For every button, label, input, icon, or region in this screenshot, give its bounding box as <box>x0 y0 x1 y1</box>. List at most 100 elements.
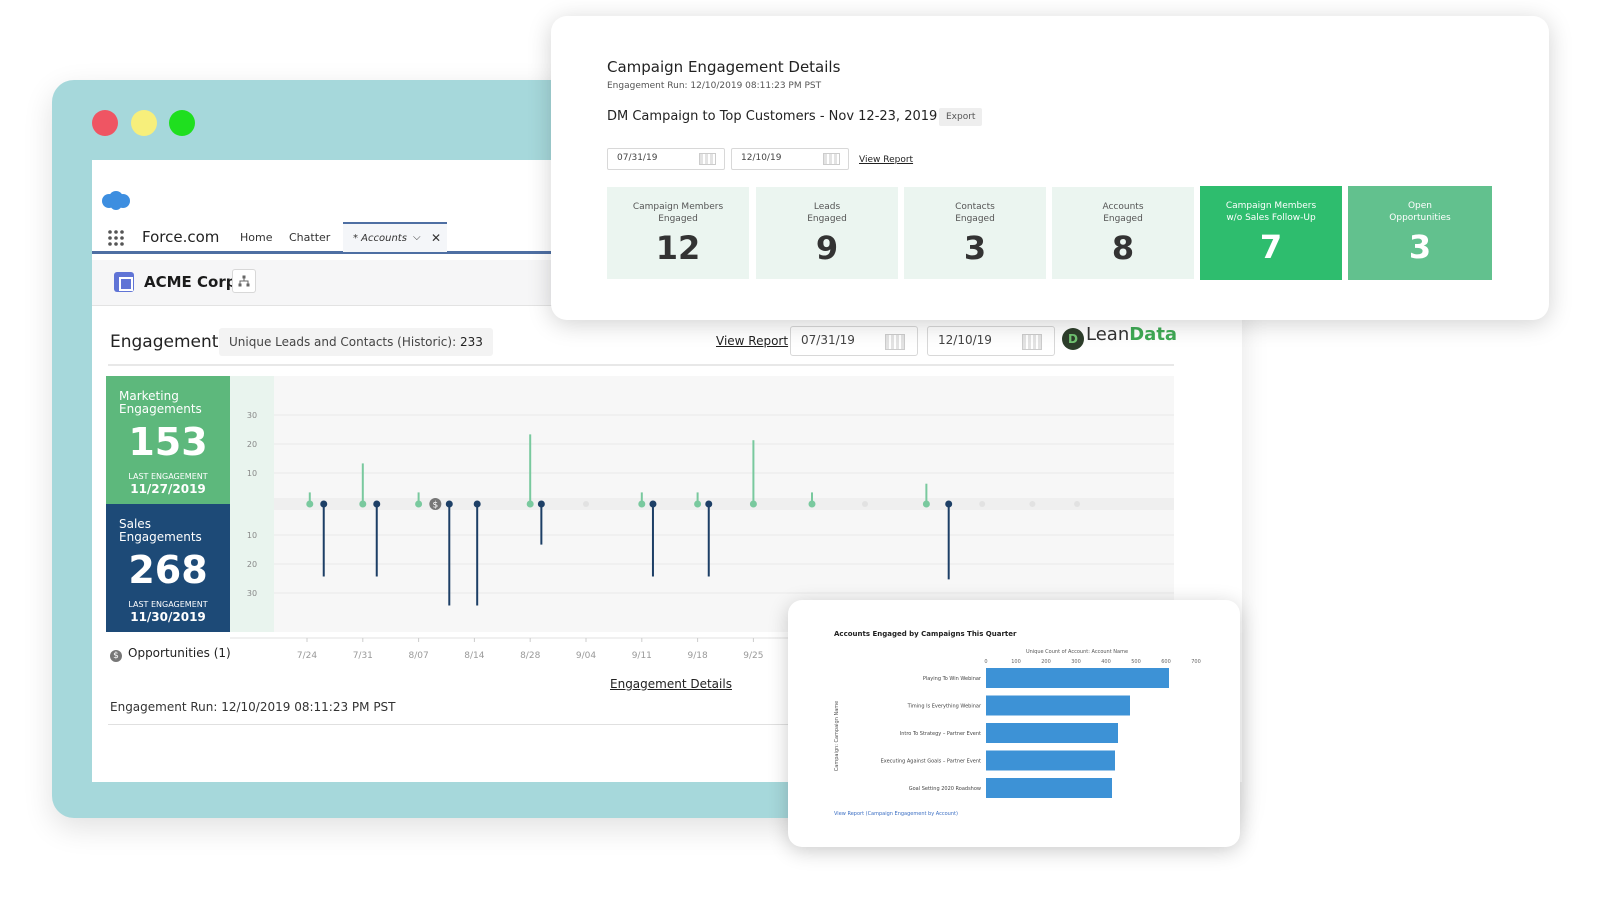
sales-point <box>373 500 381 508</box>
x-tick-label: 8/14 <box>464 651 484 661</box>
engagement-chart: 30 20 10 10 20 30 $7/24 7/31 8/07 8/14 8/28 9/04 9/1… <box>230 376 1174 661</box>
marketing-last-date: 11/27/2019 <box>130 482 206 496</box>
tile-open-opportunities[interactable]: Open Opportunities 3 <box>1348 186 1492 280</box>
tile-value: 7 <box>1259 228 1283 266</box>
account-icon <box>114 272 134 292</box>
marketing-point <box>749 500 757 508</box>
sales-point <box>537 500 545 508</box>
date-to-value: 12/10/19 <box>938 333 992 347</box>
unique-leads-badge: Unique Leads and Contacts (Historic): 23… <box>219 328 493 356</box>
bar <box>986 668 1169 688</box>
baseline-band <box>274 498 1174 510</box>
dollar-icon: $ <box>110 650 122 662</box>
bar <box>986 695 1130 716</box>
engagement-run-text: Engagement Run: 12/10/2019 08:11:23 PM P… <box>110 700 396 714</box>
date-to-input[interactable]: 12/10/19 <box>927 326 1055 356</box>
x-tick-label: 7/31 <box>353 651 373 661</box>
axis-gutter <box>230 376 274 632</box>
x-tick-label: 500 <box>1131 659 1141 665</box>
close-window-button[interactable] <box>92 110 118 136</box>
maximize-window-button[interactable] <box>169 110 195 136</box>
marketing-last-label: LAST ENGAGEMENT <box>128 472 208 481</box>
tab-accounts-label: * Accounts <box>353 233 407 244</box>
calendar-icon[interactable] <box>885 334 905 350</box>
account-name: ACME Corp. <box>144 273 243 291</box>
tab-accounts[interactable]: * Accounts ⌵ ✕ <box>343 222 447 252</box>
popup-run-text: Engagement Run: 12/10/2019 08:11:23 PM P… <box>607 81 822 91</box>
x-tick-label: 100 <box>1011 659 1021 665</box>
marketing-point <box>415 500 423 508</box>
leandata-logo-icon: D <box>1062 328 1084 350</box>
sales-last-label: LAST ENGAGEMENT <box>128 600 208 609</box>
sales-point <box>445 500 453 508</box>
opportunity-point <box>429 498 442 510</box>
y-tick-label: 30 <box>247 589 257 598</box>
marketing-point <box>808 500 816 508</box>
tile-value: 12 <box>655 229 701 267</box>
empty-point <box>1029 501 1036 507</box>
empty-point <box>1074 501 1081 507</box>
tile-label: Campaign Members w/o Sales Follow-Up <box>1225 201 1317 223</box>
calendar-icon[interactable] <box>699 153 716 165</box>
tile-label: Campaign Members Engaged <box>632 202 724 224</box>
tile-accounts-engaged[interactable]: Accounts Engaged 8 <box>1052 187 1194 279</box>
x-tick-label: 0 <box>984 659 987 665</box>
calendar-icon[interactable] <box>823 153 840 165</box>
empty-point <box>979 501 986 507</box>
bar-category-label: Goal Setting 2020 Roadshow <box>909 786 981 792</box>
popup-view-report-link[interactable]: View Report <box>859 155 914 165</box>
sales-point <box>705 500 713 508</box>
chevron-down-icon[interactable]: ⌵ <box>413 232 421 243</box>
leandata-lean: Lean <box>1086 324 1130 345</box>
tile-value: 3 <box>1408 228 1432 266</box>
popup-date-from-input[interactable]: 07/31/19 <box>607 148 725 170</box>
export-button[interactable]: Export <box>939 108 983 126</box>
sales-engagements-card: Sales Engagements 268 LAST ENGAGEMENT 11… <box>106 504 230 632</box>
y-tick-label: 20 <box>247 560 257 569</box>
tile-value: 9 <box>815 229 839 267</box>
x-tick-label: 9/18 <box>687 651 707 661</box>
sales-label: Sales Engagements <box>119 517 202 544</box>
marketing-point <box>359 500 367 508</box>
bar-category-label: Playing To Win Webinar <box>923 676 982 682</box>
sales-point <box>945 500 953 508</box>
popup-title: Campaign Engagement Details <box>607 58 841 76</box>
tile-contacts-engaged[interactable]: Contacts Engaged 3 <box>904 187 1046 279</box>
marketing-point <box>306 500 314 508</box>
y-tick-label: 10 <box>247 531 257 540</box>
nav-chatter[interactable]: Chatter <box>289 231 331 244</box>
y-tick-label: 30 <box>247 411 257 420</box>
tile-members-without-followup[interactable]: Campaign Members w/o Sales Follow-Up 7 <box>1200 186 1342 280</box>
bar <box>986 723 1118 743</box>
minimize-window-button[interactable] <box>131 110 157 136</box>
view-report-link[interactable]: View Report <box>716 334 789 348</box>
popup-date-to-input[interactable]: 12/10/19 <box>731 148 849 170</box>
y-tick-label: 20 <box>247 440 257 449</box>
engagement-details-link[interactable]: Engagement Details <box>610 677 732 691</box>
report-title: Accounts Engaged by Campaigns This Quart… <box>834 630 1017 638</box>
close-tab-icon[interactable]: ✕ <box>431 231 442 245</box>
tile-leads-engaged[interactable]: Leads Engaged 9 <box>756 187 898 279</box>
bar-category-label: Executing Against Goals – Partner Event <box>881 759 981 765</box>
calendar-icon[interactable] <box>1022 334 1042 350</box>
x-tick-label: 9/11 <box>632 651 652 661</box>
bar <box>986 778 1112 798</box>
divider <box>108 724 1174 725</box>
tile-value: 8 <box>1111 229 1135 267</box>
marketing-label: Marketing Engagements <box>119 389 202 416</box>
nav-home[interactable]: Home <box>240 231 273 244</box>
accounts-report-card: Accounts Engaged by Campaigns This Quart… <box>788 600 1240 847</box>
x-tick-label: 700 <box>1191 659 1201 665</box>
marketing-point <box>638 500 646 508</box>
app-launcher-icon[interactable] <box>107 229 125 247</box>
marketing-point <box>526 500 534 508</box>
sales-value: 268 <box>128 548 208 592</box>
salesforce-cloud-icon <box>102 191 130 210</box>
tile-label: Leads Engaged <box>807 202 847 224</box>
opportunities-label: $ Opportunities (1) <box>110 646 231 662</box>
date-from-input[interactable]: 07/31/19 <box>790 326 918 356</box>
tile-campaign-members-engaged[interactable]: Campaign Members Engaged 12 <box>607 187 749 279</box>
hierarchy-button[interactable] <box>232 269 256 293</box>
report-view-link[interactable]: View Report (Campaign Engagement by Acco… <box>834 811 958 817</box>
y-axis-title: Campaign: Campaign Name <box>834 701 840 771</box>
